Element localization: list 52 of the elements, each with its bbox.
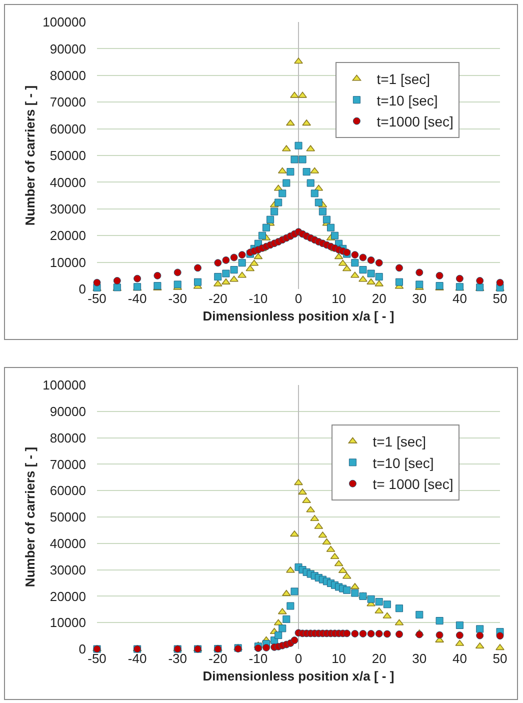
y-tick-label: 30000 (50, 562, 86, 578)
y-axis-title: Number of carriers [ - ] (22, 85, 38, 226)
x-tick-label: -40 (128, 291, 147, 306)
y-tick-label: 30000 (50, 201, 86, 216)
x-tick-label: -20 (208, 291, 228, 306)
x-tick-label: -20 (208, 651, 228, 666)
x-tick-label: 10 (332, 651, 346, 666)
x-tick-label: -40 (128, 651, 147, 666)
x-tick-label: -10 (248, 291, 268, 306)
y-tick-label: 70000 (50, 94, 86, 110)
y-tick-label: 40000 (50, 174, 86, 190)
y-tick-label: 50000 (50, 510, 86, 525)
x-tick-label: 50 (492, 651, 508, 666)
x-axis-title: Dimensionless position x/a [ - ] (202, 668, 394, 684)
x-tick-label: 40 (452, 651, 467, 666)
x-tick-label: -50 (88, 651, 106, 666)
legend-label: t=1 [sec] (372, 434, 426, 450)
y-tick-label: 80000 (50, 430, 86, 446)
y-tick-label: 80000 (50, 68, 86, 83)
y-tick-label: 100000 (42, 378, 86, 393)
y-tick-label: 40000 (50, 536, 86, 551)
y-tick-label: 90000 (50, 41, 86, 56)
y-tick-label: 20000 (50, 228, 86, 244)
legend-label: t=10 [sec] (372, 454, 434, 471)
x-tick-label: 0 (294, 651, 302, 666)
legend-label: t= 1000 [sec] (372, 476, 454, 492)
x-tick-label: -30 (168, 291, 187, 306)
y-tick-label: 20000 (50, 588, 86, 604)
x-tick-label: -50 (88, 291, 106, 306)
y-tick-label: 10000 (50, 254, 86, 270)
y-tick-label: 70000 (50, 456, 86, 472)
x-tick-label: 50 (492, 291, 508, 306)
y-tick-label: 60000 (50, 121, 86, 136)
legend-label: t=1000 [sec] (376, 114, 454, 130)
x-tick-label: 30 (412, 291, 427, 306)
y-axis-title: Number of carriers [ - ] (22, 446, 38, 588)
y-tick-label: 100000 (42, 14, 86, 30)
legend-label: t=1 [sec] (376, 71, 430, 88)
x-tick-label: 40 (452, 291, 467, 306)
x-tick-label: -10 (248, 651, 268, 666)
x-tick-label: 20 (372, 291, 386, 306)
legend-label: t=10 [sec] (376, 92, 438, 108)
y-tick-label: 90000 (50, 404, 86, 419)
x-tick-label: -30 (168, 651, 187, 666)
y-tick-label: 10000 (50, 615, 86, 630)
y-tick-label: 60000 (50, 483, 86, 498)
x-tick-label: 20 (372, 651, 386, 666)
x-axis-title: Dimensionless position x/a [ - ] (202, 308, 394, 324)
y-tick-label: 50000 (50, 148, 86, 164)
x-tick-label: 10 (332, 291, 346, 306)
x-tick-label: 0 (294, 291, 302, 306)
x-tick-label: 30 (412, 651, 427, 666)
